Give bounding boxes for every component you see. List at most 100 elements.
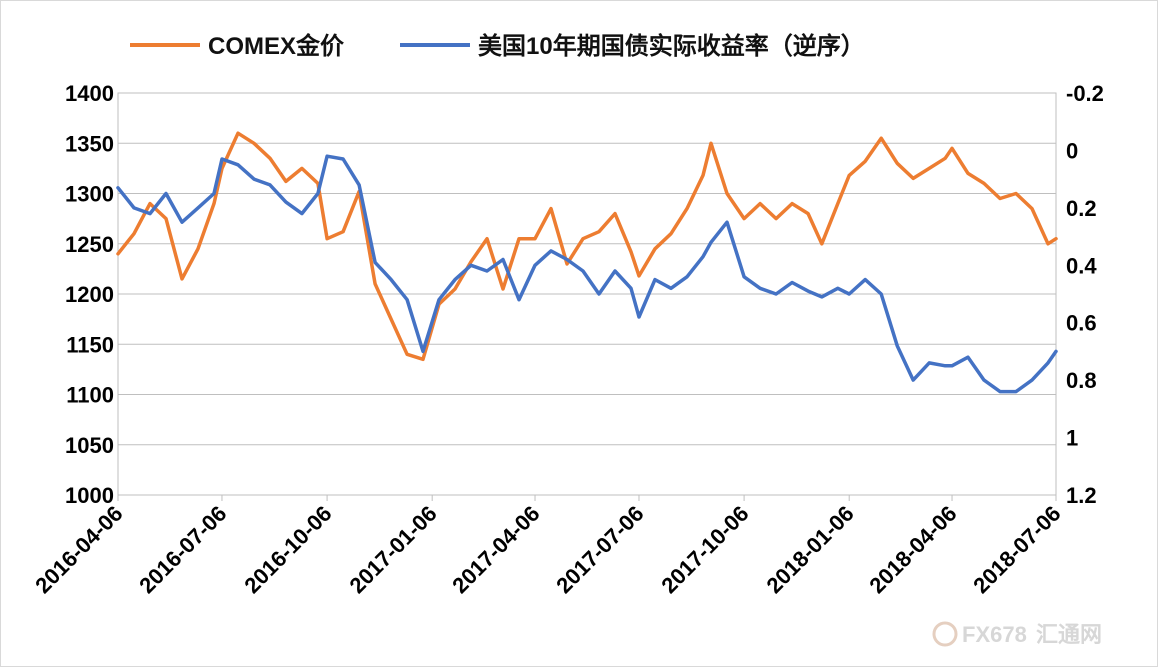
data-point [253,178,255,180]
data-point [566,263,568,265]
data-point [502,288,504,290]
data-point [702,255,704,258]
data-point [1031,207,1033,210]
data-point [237,164,239,166]
data-point [880,137,882,139]
data-point [133,207,135,209]
data-point [317,182,319,185]
data-point [438,298,440,301]
watermark: FX678 汇通网 [932,621,1102,647]
data-point [821,296,823,298]
x-tick-label: 2017-04-06 [447,501,544,598]
left-tick-label: 1050 [65,433,114,458]
data-point [486,237,488,240]
series-line [116,131,1058,362]
data-point [518,237,520,240]
left-tick-label: 1150 [66,332,114,357]
data-point [951,365,953,367]
data-point [518,298,520,301]
data-point [702,174,704,177]
data-point [999,197,1001,200]
data-point [253,142,255,145]
right-tick-label: -0.2 [1066,81,1104,106]
data-point [534,237,536,240]
data-point [317,192,319,195]
data-point [912,379,914,381]
gridlines [118,142,1056,496]
legend: COMEX金价 美国10年期国债实际收益率（逆序） [130,32,865,60]
x-tick-label: 2018-04-06 [864,501,961,598]
data-point [301,212,303,215]
data-point [743,276,745,278]
right-tick-label: 0.8 [1066,368,1097,393]
right-tick-label: 1 [1066,426,1078,451]
right-axis-ticks: -0.2 0 0.2 0.4 0.6 0.8 1 1.2 [1066,81,1104,508]
data-point [582,270,584,272]
data-point [837,202,839,205]
data-point [928,167,930,170]
x-tick-label: 2016-10-06 [239,501,336,598]
left-tick-label: 1250 [65,232,114,257]
data-point [374,283,376,285]
data-point [181,278,183,280]
series-real-yield [116,154,1058,394]
data-point [165,192,167,195]
left-tick-label: 1400 [65,81,114,106]
data-point [342,230,344,233]
data-point [550,207,552,210]
data-point [422,358,424,361]
data-point [791,281,793,284]
data-point [181,221,183,223]
left-tick-label: 1100 [66,383,114,408]
data-point [630,287,632,290]
data-point [269,184,271,186]
data-point [614,270,616,272]
x-tick-label: 2018-07-06 [968,501,1065,598]
x-tick-label: 2016-04-06 [30,501,127,598]
series-line [116,154,1058,394]
data-point [726,221,728,223]
data-point [326,155,328,157]
data-point [743,217,745,220]
data-point [837,287,839,290]
data-point [967,356,969,359]
data-point [598,293,600,295]
data-point [864,160,866,163]
data-point [614,212,616,215]
data-point [848,293,850,295]
data-point [791,202,793,205]
data-point [848,174,850,177]
data-point [638,275,640,277]
right-tick-label: 0.6 [1066,311,1097,336]
data-point [422,350,424,353]
data-point [117,253,119,255]
data-point [759,202,761,205]
x-tick-label: 2018-01-06 [761,501,858,598]
data-point [944,157,946,160]
x-axis-ticks: 2016-04-06 2016-07-06 2016-10-06 2017-01-06… [30,495,1066,598]
data-point [1055,350,1057,353]
data-point [566,258,568,261]
data-point [670,287,672,290]
data-point [967,172,969,175]
data-point [502,258,504,261]
left-tick-label: 1000 [65,483,114,508]
watermark-text-2: 汇通网 [1036,622,1102,647]
left-tick-label: 1350 [65,131,114,156]
data-point [165,217,167,220]
data-point [342,158,344,160]
data-point [149,212,151,215]
data-point [133,232,135,235]
data-point [775,217,777,220]
data-point [406,353,408,356]
data-point [726,192,728,195]
data-point [326,237,328,240]
data-point [1015,390,1017,393]
data-point [686,276,688,278]
data-point [1047,243,1049,245]
data-point [686,207,688,210]
data-point [486,270,488,272]
data-point [951,147,953,150]
data-point [454,288,456,290]
